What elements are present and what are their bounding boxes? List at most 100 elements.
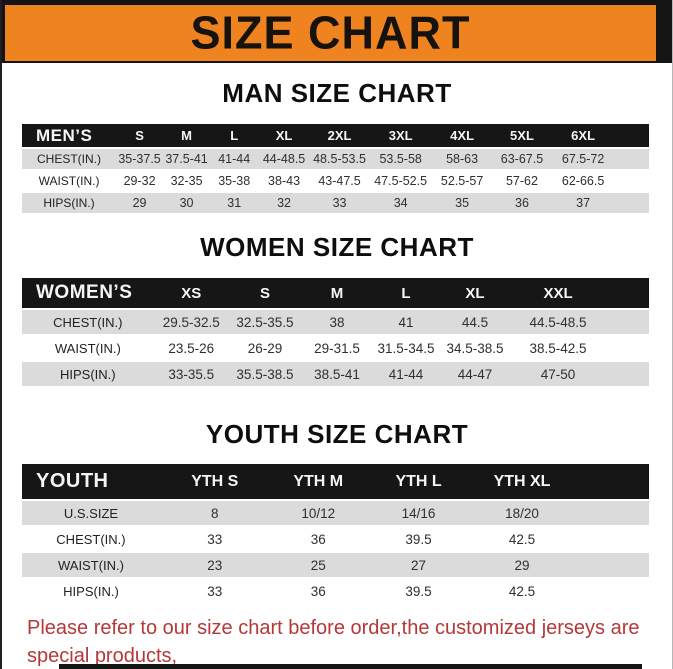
row-label: HIPS(IN.) (22, 193, 117, 213)
size-value-cell: 53.5-58 (369, 149, 432, 169)
bottom-black-bar (59, 664, 642, 669)
spacer-cell (614, 149, 649, 169)
size-value-cell: 33 (159, 579, 270, 603)
column-header: S (116, 124, 164, 147)
spacer-cell (573, 579, 649, 603)
spacer-cell (614, 124, 649, 147)
spacer-cell (605, 336, 649, 360)
column-header: XL (438, 278, 512, 308)
size-value-cell: 52.5-57 (432, 171, 493, 191)
column-header: S (228, 278, 301, 308)
row-label: CHEST(IN.) (22, 527, 160, 551)
men-section-title: MAN SIZE CHART (222, 78, 452, 108)
row-label: HIPS(IN.) (22, 362, 154, 386)
spacer-cell (605, 310, 649, 334)
size-value-cell: 31.5-34.5 (373, 336, 439, 360)
row-label: WAIST(IN.) (22, 336, 154, 360)
size-value-cell: 42.5 (470, 579, 574, 603)
order-notice-line1: Please refer to our size chart before or… (27, 617, 640, 667)
size-value-cell: 41 (373, 310, 439, 334)
table-header-row: MEN’S S M L XL 2XL 3XL 4XL 5XL 6XL (22, 124, 649, 147)
size-value-cell: 47.5-52.5 (369, 171, 432, 191)
size-value-cell: 48.5-53.5 (309, 149, 370, 169)
size-value-cell: 35.5-38.5 (228, 362, 301, 386)
page-title: SIZE CHART (190, 5, 471, 60)
column-header: 6XL (551, 124, 615, 147)
table-row: WAIST(IN.) 29-32 32-35 35-38 38-43 43-47.5 47.… (22, 171, 649, 191)
size-value-cell: 38.5-41 (301, 362, 374, 386)
size-value-cell: 36 (269, 527, 367, 551)
size-value-cell: 41-44 (373, 362, 439, 386)
size-value-cell: 57-62 (492, 171, 552, 191)
size-value-cell: 14/16 (366, 501, 471, 525)
size-value-cell: 37 (551, 193, 615, 213)
size-value-cell: 32-35 (163, 171, 211, 191)
size-value-cell: 31 (210, 193, 259, 213)
column-header: 5XL (492, 124, 552, 147)
size-value-cell: 38.5-42.5 (511, 336, 606, 360)
size-value-cell: 44.5-48.5 (511, 310, 606, 334)
column-header: M (163, 124, 211, 147)
size-value-cell: 10/12 (269, 501, 367, 525)
column-header: L (373, 278, 439, 308)
column-header: YTH L (366, 464, 471, 499)
column-header: YTH S (159, 464, 270, 499)
size-value-cell: 39.5 (366, 579, 471, 603)
spacer-cell (573, 553, 649, 577)
spacer-cell (605, 278, 649, 308)
size-value-cell: 39.5 (366, 527, 471, 551)
size-value-cell: 18/20 (470, 501, 574, 525)
size-value-cell: 42.5 (470, 527, 574, 551)
column-header: YTH M (269, 464, 367, 499)
column-header: 4XL (432, 124, 493, 147)
size-value-cell: 44-48.5 (258, 149, 310, 169)
size-value-cell: 32.5-35.5 (228, 310, 301, 334)
row-label: CHEST(IN.) (22, 310, 154, 334)
size-value-cell: 33 (309, 193, 370, 213)
size-value-cell: 23 (159, 553, 270, 577)
banner: SIZE CHART (5, 5, 656, 61)
size-value-cell: 41-44 (210, 149, 259, 169)
spacer-cell (573, 464, 649, 499)
youth-section-title: YOUTH SIZE CHART (205, 419, 469, 449)
size-value-cell: 36 (269, 579, 367, 603)
row-label: HIPS(IN.) (22, 579, 160, 603)
size-value-cell: 29 (116, 193, 164, 213)
table-row: CHEST(IN.) 33 36 39.5 42.5 (22, 527, 649, 551)
table-row: HIPS(IN.) 29 30 31 32 33 34 35 36 37 (22, 193, 649, 213)
row-label: WAIST(IN.) (22, 171, 117, 191)
column-header: YTH XL (470, 464, 574, 499)
banner-band: SIZE CHART (2, 0, 672, 63)
size-value-cell: 29-32 (116, 171, 164, 191)
table-row: WAIST(IN.) 23.5-26 26-29 29-31.5 31.5-34.5 34… (22, 336, 649, 360)
size-value-cell: 37.5-41 (163, 149, 211, 169)
size-value-cell: 32 (258, 193, 310, 213)
order-notice: Please refer to our size chart before or… (27, 614, 672, 669)
size-value-cell: 29 (470, 553, 574, 577)
table-corner-label: YOUTH (22, 464, 160, 499)
table-row: WAIST(IN.) 23 25 27 29 (22, 553, 649, 577)
column-header: XL (258, 124, 310, 147)
column-header: M (301, 278, 374, 308)
size-value-cell: 29-31.5 (301, 336, 374, 360)
size-value-cell: 23.5-26 (153, 336, 229, 360)
size-value-cell: 44-47 (438, 362, 512, 386)
size-value-cell: 43-47.5 (309, 171, 370, 191)
table-row: HIPS(IN.) 33-35.5 35.5-38.5 38.5-41 41-44 44-… (22, 362, 649, 386)
table-header-row: YOUTH YTH S YTH M YTH L YTH XL (22, 464, 649, 499)
size-value-cell: 33-35.5 (153, 362, 229, 386)
size-value-cell: 62-66.5 (551, 171, 615, 191)
spacer-cell (573, 501, 649, 525)
size-value-cell: 29.5-32.5 (153, 310, 229, 334)
youth-size-table: YOUTH YTH S YTH M YTH L YTH XL U.S.SIZE 8 10/12… (22, 462, 649, 605)
size-value-cell: 27 (366, 553, 471, 577)
table-row: U.S.SIZE 8 10/12 14/16 18/20 (22, 501, 649, 525)
size-value-cell: 26-29 (228, 336, 301, 360)
table-header-row: WOMEN’S XS S M L XL XXL (22, 278, 649, 308)
size-value-cell: 33 (159, 527, 270, 551)
size-value-cell: 35-38 (210, 171, 259, 191)
size-value-cell: 35 (432, 193, 493, 213)
spacer-cell (573, 527, 649, 551)
women-section-title: WOMEN SIZE CHART (200, 232, 474, 262)
size-value-cell: 34.5-38.5 (438, 336, 512, 360)
